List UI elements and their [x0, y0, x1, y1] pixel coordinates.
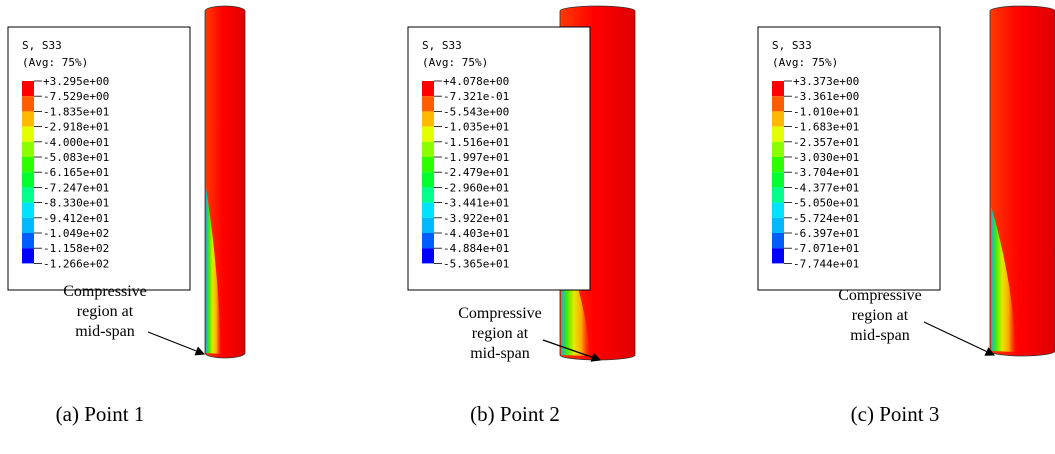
legend-label: +3.295e+00 [43, 75, 109, 88]
legend-title: S, S33 [772, 39, 812, 52]
legend-label: -7.247e+01 [43, 181, 109, 194]
legend-swatch [22, 248, 34, 263]
annotation-arrow [148, 332, 204, 354]
legend-swatch [422, 187, 434, 202]
figure: S, S33 (Avg: 75%) +3.295e+00 -7.529e+00 -1.8… [0, 0, 1055, 454]
legend-label: +4.078e+00 [443, 75, 509, 88]
caption: (c) Point 3 [851, 402, 940, 426]
caption: (a) Point 1 [56, 402, 145, 426]
legend-label: -4.377e+01 [793, 181, 859, 194]
legend-label: -2.357e+01 [793, 136, 859, 149]
legend-label: -1.997e+01 [443, 151, 509, 164]
legend-label: -5.543e+00 [443, 105, 509, 118]
legend-label: -1.158e+02 [43, 242, 109, 255]
legend-label: -3.704e+01 [793, 166, 859, 179]
annotation: Compressive [838, 287, 922, 304]
caption: (b) Point 2 [470, 402, 560, 426]
legend-swatch [422, 248, 434, 263]
legend-label: -7.071e+01 [793, 242, 859, 255]
legend-swatch [22, 127, 34, 142]
legend-swatch [422, 157, 434, 172]
legend-swatch [772, 142, 784, 157]
legend-label: -5.724e+01 [793, 212, 859, 225]
annotation: mid-span [470, 345, 530, 362]
legend-label: -3.441e+01 [443, 197, 509, 210]
annotation: mid-span [75, 323, 135, 340]
legend-label: -4.403e+01 [443, 227, 509, 240]
legend-swatch [422, 172, 434, 187]
legend-label: -2.918e+01 [43, 121, 109, 134]
legend-label: -1.010e+01 [793, 105, 859, 118]
legend-swatch [772, 96, 784, 111]
legend-label: -2.479e+01 [443, 166, 509, 179]
legend-label: -1.035e+01 [443, 121, 509, 134]
legend-subtitle: (Avg: 75%) [772, 56, 838, 69]
legend-label: -3.922e+01 [443, 212, 509, 225]
legend-swatch [22, 172, 34, 187]
legend-label: -2.960e+01 [443, 181, 509, 194]
legend-label: +3.373e+00 [793, 75, 859, 88]
legend-label: -1.049e+02 [43, 227, 109, 240]
legend-swatch [772, 127, 784, 142]
legend-swatch [22, 157, 34, 172]
legend-swatch [772, 81, 784, 96]
legend-swatch [22, 96, 34, 111]
legend-swatch [772, 172, 784, 187]
legend-swatch [22, 111, 34, 126]
panel: S, S33 (Avg: 75%) +3.295e+00 -7.529e+00 -1.8… [8, 6, 245, 426]
legend-swatch [422, 142, 434, 157]
legend-swatch [772, 233, 784, 248]
legend-label: -1.516e+01 [443, 136, 509, 149]
legend-label: -1.835e+01 [43, 105, 109, 118]
panel: S, S33 (Avg: 75%) +3.373e+00 -3.361e+00 -1.0… [758, 6, 1055, 426]
annotation: mid-span [850, 327, 910, 344]
legend-swatch [772, 157, 784, 172]
legend-label: -4.000e+01 [43, 136, 109, 149]
legend-label: -4.884e+01 [443, 242, 509, 255]
legend-title: S, S33 [422, 39, 462, 52]
legend-label: -7.744e+01 [793, 257, 859, 270]
annotation: region at [472, 325, 529, 342]
legend-swatch [422, 233, 434, 248]
legend-swatch [22, 218, 34, 233]
legend-swatch [22, 81, 34, 96]
legend-label: -8.330e+01 [43, 197, 109, 210]
legend-swatch [22, 187, 34, 202]
legend-swatch [772, 248, 784, 263]
legend-label: -5.050e+01 [793, 197, 859, 210]
legend-swatch [422, 81, 434, 96]
legend-label: -7.321e-01 [443, 90, 509, 103]
annotation: Compressive [63, 283, 147, 300]
legend-swatch [422, 127, 434, 142]
legend-label: -6.165e+01 [43, 166, 109, 179]
legend-label: -9.412e+01 [43, 212, 109, 225]
annotation: region at [77, 303, 134, 320]
legend-label: -6.397e+01 [793, 227, 859, 240]
annotation-arrow [924, 322, 994, 355]
legend-title: S, S33 [22, 39, 62, 52]
legend-label: -1.266e+02 [43, 257, 109, 270]
legend-subtitle: (Avg: 75%) [22, 56, 88, 69]
legend-subtitle: (Avg: 75%) [422, 56, 488, 69]
legend-swatch [22, 142, 34, 157]
legend-swatch [22, 233, 34, 248]
legend-swatch [422, 111, 434, 126]
legend-swatch [772, 203, 784, 218]
annotation: Compressive [458, 305, 542, 322]
legend-swatch [422, 203, 434, 218]
legend-swatch [772, 218, 784, 233]
panel: S, S33 (Avg: 75%) +4.078e+00 -7.321e-01 -5.5… [408, 6, 635, 426]
legend-label: -5.365e+01 [443, 257, 509, 270]
legend-label: -5.083e+01 [43, 151, 109, 164]
legend-swatch [422, 218, 434, 233]
legend-swatch [772, 187, 784, 202]
legend-swatch [422, 96, 434, 111]
legend-label: -3.361e+00 [793, 90, 859, 103]
legend-label: -7.529e+00 [43, 90, 109, 103]
legend-swatch [772, 111, 784, 126]
legend-label: -1.683e+01 [793, 121, 859, 134]
legend-label: -3.030e+01 [793, 151, 859, 164]
legend-swatch [22, 203, 34, 218]
annotation: region at [852, 307, 909, 324]
